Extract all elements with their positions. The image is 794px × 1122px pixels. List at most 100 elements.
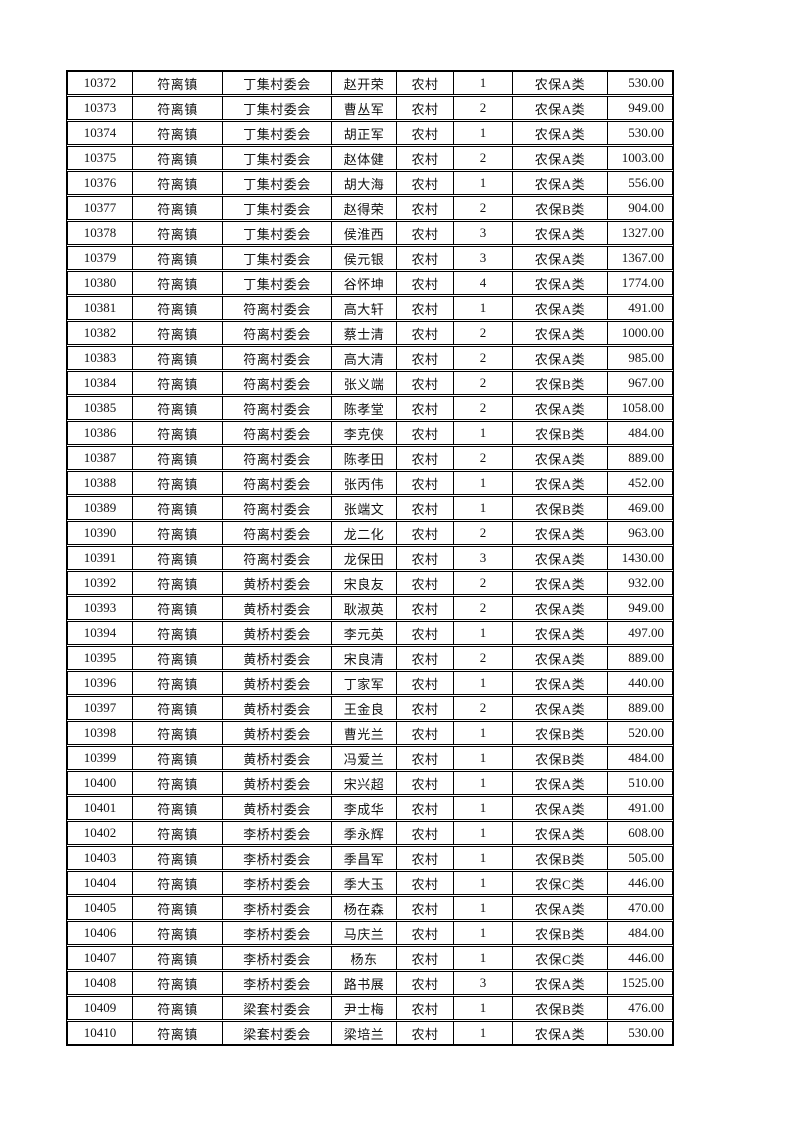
cell-person-name: 张端文 (332, 497, 397, 519)
cell-person-count: 1 (454, 772, 513, 794)
cell-insurance-category: 农保B类 (513, 997, 608, 1019)
cell-residence-type: 农村 (397, 147, 454, 169)
cell-residence-type: 农村 (397, 597, 454, 619)
cell-serial-number: 10378 (68, 222, 133, 244)
cell-insurance-category: 农保A类 (513, 147, 608, 169)
cell-village-committee: 符离村委会 (223, 422, 332, 444)
table-row: 10372 符离镇 丁集村委会 赵开荣 农村 1 农保A类 530.00 (67, 71, 673, 95)
cell-village-committee: 黄桥村委会 (223, 772, 332, 794)
cell-insurance-category: 农保A类 (513, 597, 608, 619)
cell-village-committee: 梁套村委会 (223, 997, 332, 1019)
table-row: 10398 符离镇 黄桥村委会 曹光兰 农村 1 农保B类 520.00 (67, 721, 673, 745)
cell-town: 符离镇 (133, 372, 223, 394)
cell-amount: 1000.00 (621, 325, 664, 340)
cell-residence-type: 农村 (397, 1022, 454, 1044)
cell-residence-type: 农村 (397, 897, 454, 919)
cell-village-committee: 符离村委会 (223, 447, 332, 469)
cell-person-count: 2 (454, 372, 513, 394)
table-row: 10376 符离镇 丁集村委会 胡大海 农村 1 农保A类 556.00 (67, 171, 673, 195)
cell-town: 符离镇 (133, 647, 223, 669)
cell-person-count: 1 (454, 722, 513, 744)
cell-person-name: 侯淮西 (332, 222, 397, 244)
cell-person-count: 1 (454, 122, 513, 144)
cell-residence-type: 农村 (397, 922, 454, 944)
cell-insurance-category: 农保A类 (513, 122, 608, 144)
cell-person-name: 李克侠 (332, 422, 397, 444)
cell-person-count: 2 (454, 397, 513, 419)
cell-village-committee: 符离村委会 (223, 522, 332, 544)
table-row: 10387 符离镇 符离村委会 陈孝田 农村 2 农保A类 889.00 (67, 446, 673, 470)
cell-insurance-category: 农保A类 (513, 222, 608, 244)
cell-insurance-category: 农保A类 (513, 822, 608, 844)
cell-amount: 491.00 (628, 800, 664, 815)
cell-town: 符离镇 (133, 747, 223, 769)
table-row: 10382 符离镇 符离村委会 蔡士清 农村 2 农保A类 1000.00 (67, 321, 673, 345)
cell-residence-type: 农村 (397, 872, 454, 894)
cell-village-committee: 丁集村委会 (223, 147, 332, 169)
cell-amount: 967.00 (628, 375, 664, 390)
cell-amount: 949.00 (628, 600, 664, 615)
cell-serial-number: 10383 (68, 347, 133, 369)
cell-amount: 1774.00 (621, 275, 664, 290)
cell-amount: 530.00 (628, 75, 664, 90)
cell-insurance-category: 农保C类 (513, 947, 608, 969)
cell-residence-type: 农村 (397, 572, 454, 594)
cell-town: 符离镇 (133, 222, 223, 244)
cell-town: 符离镇 (133, 947, 223, 969)
cell-person-name: 张丙伟 (332, 472, 397, 494)
cell-insurance-category: 农保B类 (513, 722, 608, 744)
cell-serial-number: 10395 (68, 647, 133, 669)
cell-insurance-category: 农保A类 (513, 447, 608, 469)
cell-serial-number: 10380 (68, 272, 133, 294)
cell-serial-number: 10386 (68, 422, 133, 444)
cell-serial-number: 10375 (68, 147, 133, 169)
cell-village-committee: 丁集村委会 (223, 272, 332, 294)
cell-amount: 491.00 (628, 300, 664, 315)
cell-amount: 1327.00 (621, 225, 664, 240)
cell-village-committee: 李桥村委会 (223, 872, 332, 894)
cell-insurance-category: 农保A类 (513, 97, 608, 119)
cell-insurance-category: 农保A类 (513, 897, 608, 919)
cell-residence-type: 农村 (397, 72, 454, 94)
cell-insurance-category: 农保B类 (513, 922, 608, 944)
cell-person-count: 2 (454, 322, 513, 344)
cell-amount: 985.00 (628, 350, 664, 365)
cell-amount: 889.00 (628, 450, 664, 465)
cell-serial-number: 10382 (68, 322, 133, 344)
cell-person-name: 路书展 (332, 972, 397, 994)
cell-residence-type: 农村 (397, 522, 454, 544)
cell-person-count: 2 (454, 647, 513, 669)
cell-amount: 889.00 (628, 650, 664, 665)
cell-town: 符离镇 (133, 72, 223, 94)
table-row: 10378 符离镇 丁集村委会 侯淮西 农村 3 农保A类 1327.00 (67, 221, 673, 245)
cell-serial-number: 10376 (68, 172, 133, 194)
cell-residence-type: 农村 (397, 397, 454, 419)
cell-person-count: 1 (454, 872, 513, 894)
cell-village-committee: 黄桥村委会 (223, 722, 332, 744)
cell-serial-number: 10385 (68, 397, 133, 419)
table-row: 10394 符离镇 黄桥村委会 李元英 农村 1 农保A类 497.00 (67, 621, 673, 645)
cell-person-count: 3 (454, 247, 513, 269)
cell-insurance-category: 农保A类 (513, 772, 608, 794)
cell-person-name: 杨东 (332, 947, 397, 969)
cell-serial-number: 10394 (68, 622, 133, 644)
cell-person-count: 1 (454, 672, 513, 694)
cell-residence-type: 农村 (397, 172, 454, 194)
cell-residence-type: 农村 (397, 947, 454, 969)
table-row: 10384 符离镇 符离村委会 张义端 农村 2 农保B类 967.00 (67, 371, 673, 395)
cell-village-committee: 符离村委会 (223, 397, 332, 419)
cell-insurance-category: 农保C类 (513, 872, 608, 894)
cell-amount: 452.00 (628, 475, 664, 490)
cell-insurance-category: 农保A类 (513, 622, 608, 644)
cell-serial-number: 10409 (68, 997, 133, 1019)
cell-person-count: 1 (454, 897, 513, 919)
cell-person-count: 1 (454, 497, 513, 519)
cell-amount: 1525.00 (621, 975, 664, 990)
cell-person-name: 冯爱兰 (332, 747, 397, 769)
cell-person-count: 2 (454, 697, 513, 719)
cell-amount: 484.00 (628, 750, 664, 765)
cell-serial-number: 10398 (68, 722, 133, 744)
cell-amount: 932.00 (628, 575, 664, 590)
cell-amount: 505.00 (628, 850, 664, 865)
